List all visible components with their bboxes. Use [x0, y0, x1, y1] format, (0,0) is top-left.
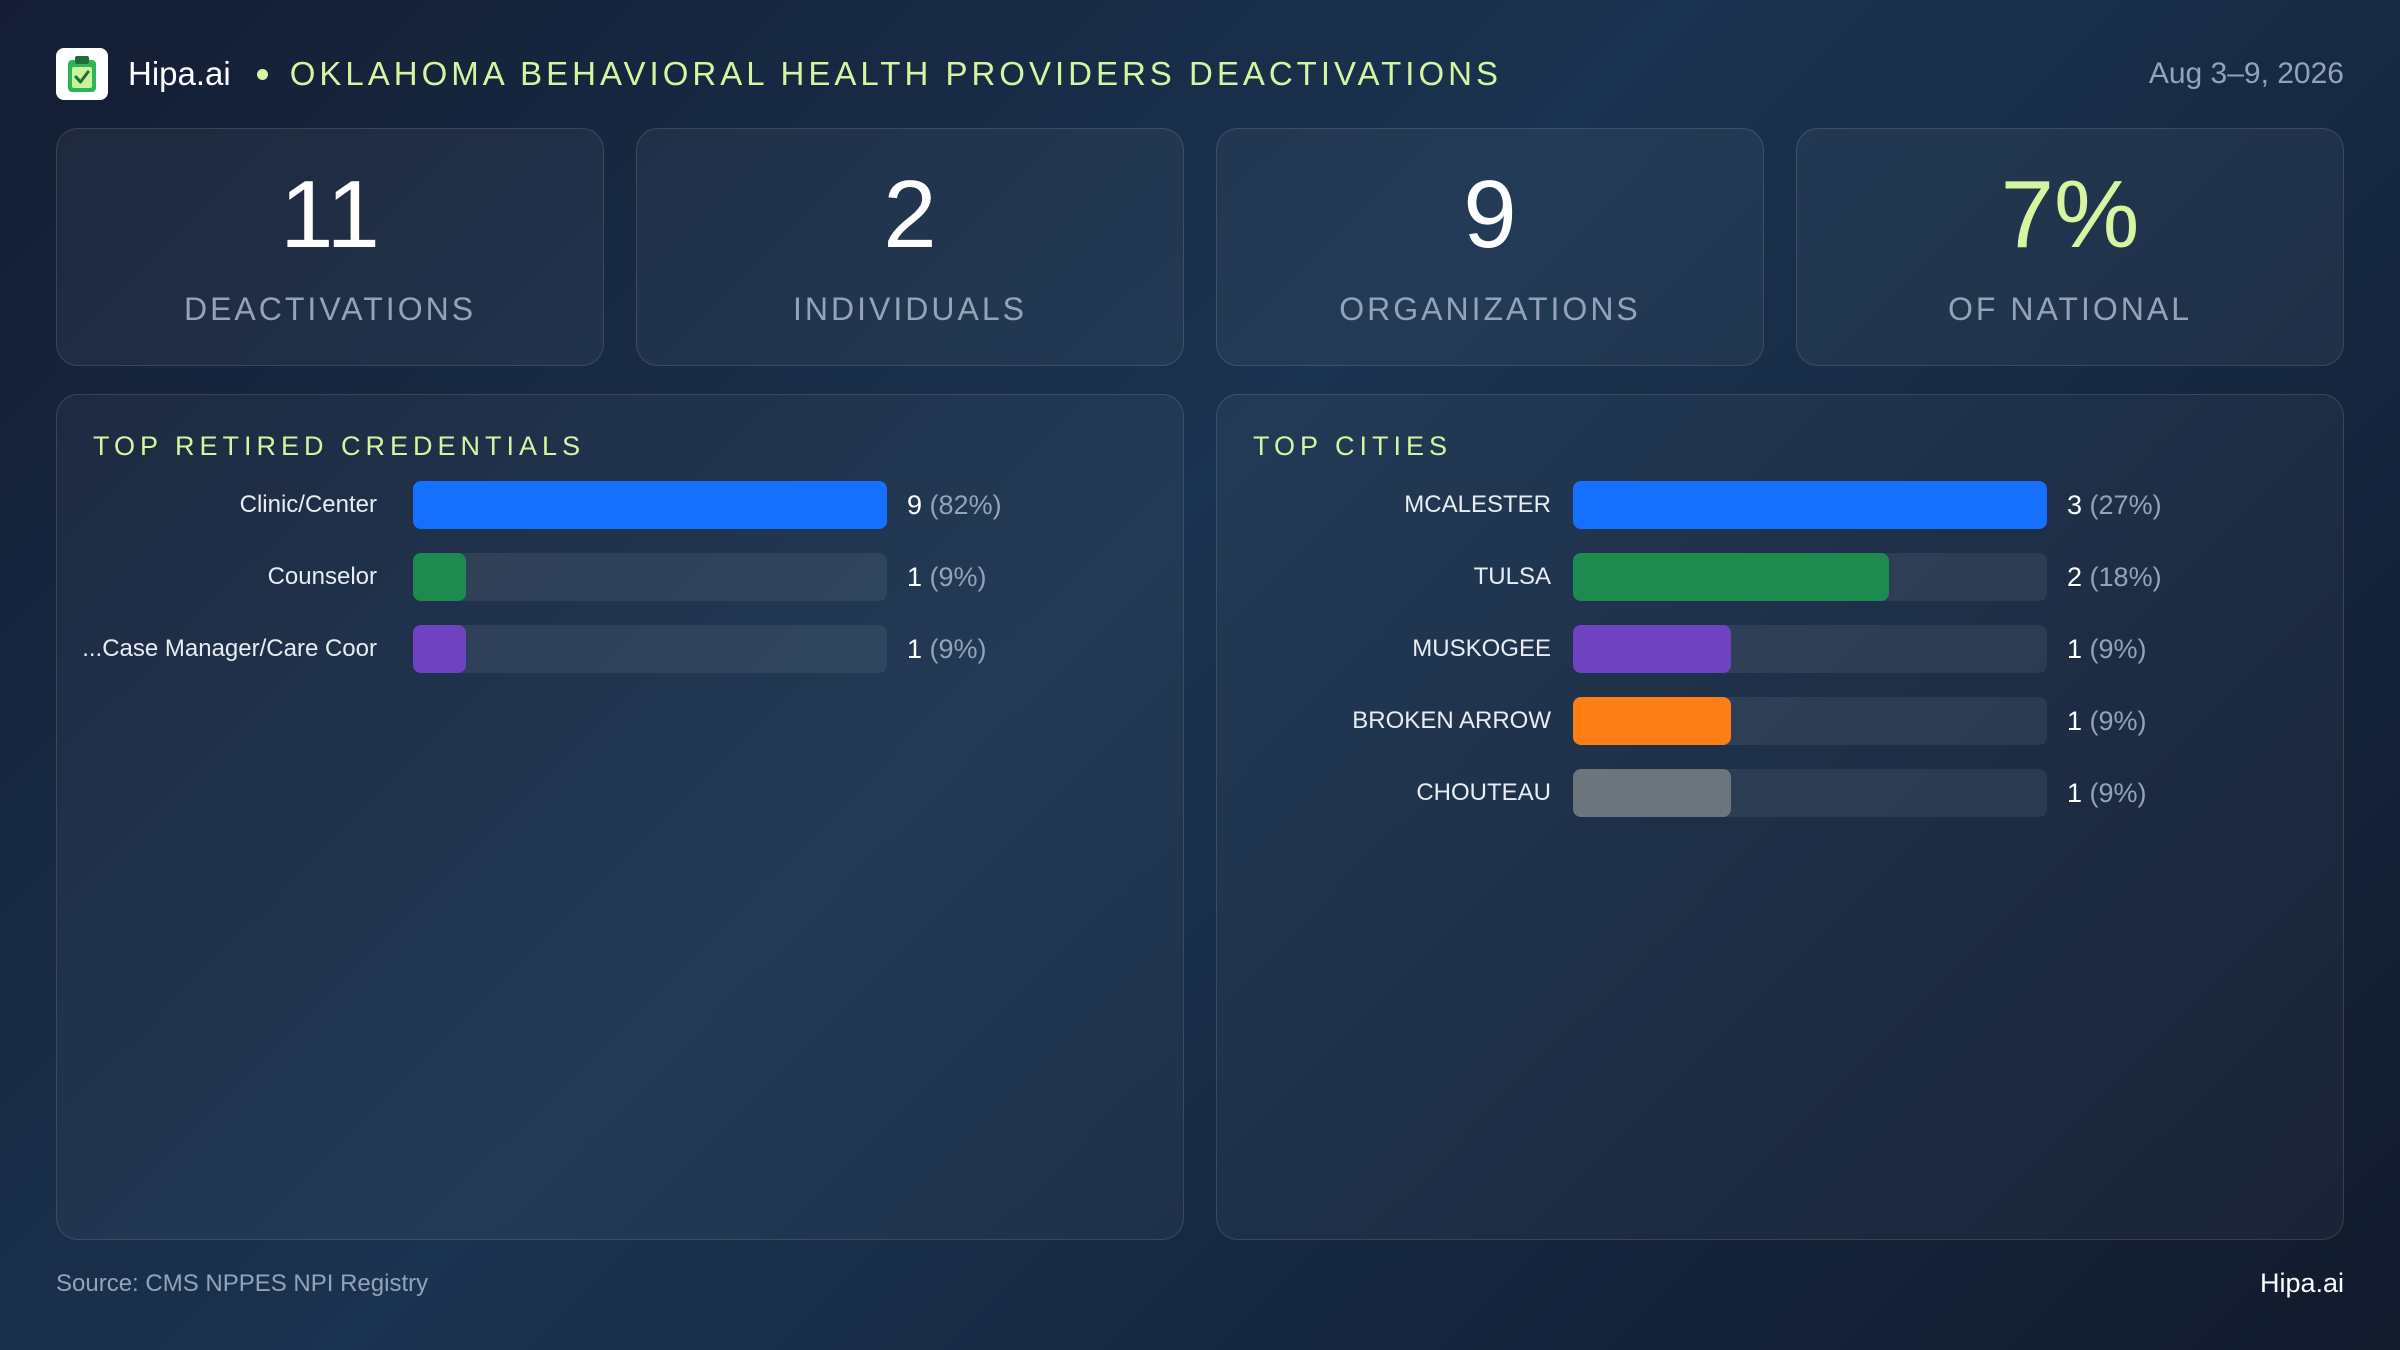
bar-rows: Clinic/Center 9 (82%) Counselor 1 (9%) Case … [57, 481, 1183, 697]
stat-card-national-share: 7% OF NATIONAL [1796, 128, 2344, 366]
logo [56, 48, 108, 100]
bar-count: 9 [907, 490, 923, 520]
bar-row: Case Manager/Care Coor... 1 (9%) [57, 625, 1183, 673]
bar-track [1573, 481, 2047, 529]
bar-track [1573, 769, 2047, 817]
bar-track [413, 553, 887, 601]
panel-title: TOP RETIRED CREDENTIALS [93, 431, 586, 461]
bar [1573, 769, 1731, 817]
bar [1573, 625, 1731, 673]
bar-count: 1 [907, 634, 923, 664]
bar-label: TULSA [1473, 563, 1551, 590]
page-title: OKLAHOMA BEHAVIORAL HEALTH PROVIDERS DEA… [289, 55, 1502, 92]
bar-label: MUSKOGEE [1412, 635, 1551, 662]
stat-label: INDIVIDUALS [793, 290, 1027, 327]
bar-label: BROKEN ARROW [1352, 707, 1551, 734]
bar-track [1573, 625, 2047, 673]
bar-count: 1 [2067, 778, 2083, 808]
bar-row: MCALESTER 3 (27%) [1217, 481, 2343, 529]
bar-track [1573, 697, 2047, 745]
footer-brand: Hipa.ai [2259, 1268, 2344, 1298]
separator-dot [256, 68, 268, 80]
bar-value-label: 1 (9%) [907, 553, 987, 601]
bar-row: Counselor 1 (9%) [57, 553, 1183, 601]
stat-value: 9 [1463, 160, 1517, 268]
bar-percent: (9%) [2089, 634, 2147, 664]
cities-panel: TOP CITIES MCALESTER 3 (27%) TULSA 2 (18%) M… [1216, 394, 2344, 1240]
bar [413, 553, 466, 601]
bar-row: MUSKOGEE 1 (9%) [1217, 625, 2343, 673]
bar-count: 1 [2067, 706, 2083, 736]
bar-row: TULSA 2 (18%) [1217, 553, 2343, 601]
bar-track [413, 625, 887, 673]
bar-percent: (9%) [929, 562, 987, 592]
bar-track [413, 481, 887, 529]
stat-card-individuals: 2 INDIVIDUALS [636, 128, 1184, 366]
bar-value-label: 2 (18%) [2067, 553, 2162, 601]
bar-count: 1 [2067, 634, 2083, 664]
stat-card-organizations: 9 ORGANIZATIONS [1216, 128, 1764, 366]
credentials-panel: TOP RETIRED CREDENTIALS Clinic/Center 9 (… [56, 394, 1184, 1240]
bar-row: BROKEN ARROW 1 (9%) [1217, 697, 2343, 745]
stat-label: OF NATIONAL [1948, 290, 2192, 327]
stat-card-deactivations: 11 DEACTIVATIONS [56, 128, 604, 366]
bar-count: 1 [907, 562, 923, 592]
bar [413, 481, 887, 529]
bar-percent: (18%) [2089, 562, 2162, 592]
bar [1573, 697, 1731, 745]
stat-value: 7% [2000, 160, 2140, 268]
bar-percent: (82%) [929, 490, 1002, 520]
stat-value: 11 [280, 160, 380, 268]
bar [1573, 553, 1889, 601]
bar-label: Counselor [267, 563, 377, 590]
bar-track [1573, 553, 2047, 601]
date-range: Aug 3–9, 2026 [2148, 57, 2344, 90]
bar-label: CHOUTEAU [1416, 779, 1551, 806]
bar-label: MCALESTER [1404, 491, 1551, 518]
bar-value-label: 1 (9%) [2067, 769, 2147, 817]
bar-label: Clinic/Center [239, 491, 377, 518]
bar-rows: MCALESTER 3 (27%) TULSA 2 (18%) MUSKOGEE 1 (9… [1217, 481, 2343, 841]
header: Hipa.ai OKLAHOMA BEHAVIORAL HEALTH PROVI… [56, 46, 2344, 102]
brand-name: Hipa.ai [128, 55, 231, 92]
bar-label: Case Manager/Care Coor... [82, 635, 377, 662]
bar-percent: (9%) [2089, 778, 2147, 808]
panel-title: TOP CITIES [1253, 431, 1453, 461]
bar-percent: (9%) [929, 634, 987, 664]
bar [413, 625, 466, 673]
bar-percent: (9%) [2089, 706, 2147, 736]
stats-row: 11 DEACTIVATIONS 2 INDIVIDUALS 9 ORGANIZ… [56, 128, 2344, 366]
stat-label: DEACTIVATIONS [183, 290, 477, 327]
bar-value-label: 1 (9%) [2067, 697, 2147, 745]
bar-row: CHOUTEAU 1 (9%) [1217, 769, 2343, 817]
bar-row: Clinic/Center 9 (82%) [57, 481, 1183, 529]
stat-label: ORGANIZATIONS [1339, 290, 1641, 327]
bar-value-label: 1 (9%) [907, 625, 987, 673]
stat-value: 2 [883, 160, 937, 268]
bar-count: 2 [2067, 562, 2083, 592]
bar [1573, 481, 2047, 529]
bar-value-label: 3 (27%) [2067, 481, 2162, 529]
bar-value-label: 9 (82%) [907, 481, 1002, 529]
clipboard-check-icon [68, 56, 96, 92]
bar-percent: (27%) [2089, 490, 2162, 520]
bar-count: 3 [2067, 490, 2083, 520]
bar-value-label: 1 (9%) [2067, 625, 2147, 673]
source-note: Source: CMS NPPES NPI Registry [56, 1270, 429, 1297]
